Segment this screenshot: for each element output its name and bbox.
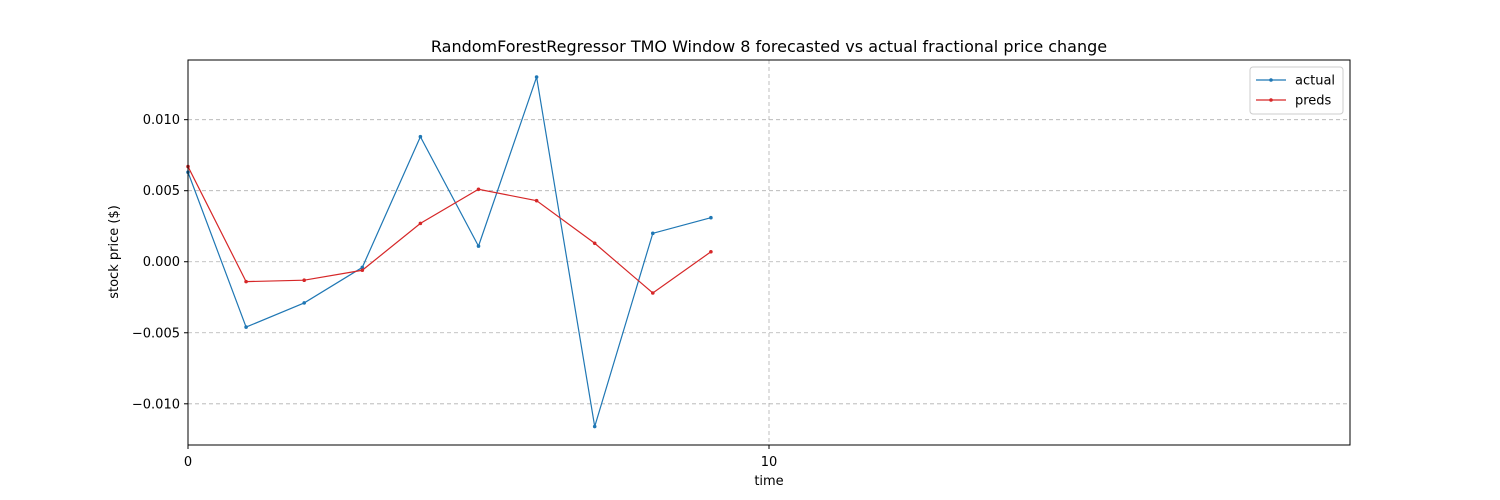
data-point-actual (418, 134, 423, 139)
series-preds (186, 164, 713, 295)
axis-ticks: −0.010 −0.005 0.000 0.005 0.010 0 10 (132, 113, 777, 470)
x-axis-label: time (754, 474, 783, 489)
chart-title: RandomForestRegressor TMO Window 8 forec… (431, 37, 1107, 56)
y-tick-label: 0.005 (143, 184, 180, 199)
data-point-preds (709, 249, 713, 254)
data-point-actual (302, 301, 307, 305)
x-tick-label: 10 (761, 455, 778, 470)
grid-lines (187, 60, 1350, 445)
y-tick-label: 0.010 (143, 113, 180, 128)
data-point-preds (360, 268, 365, 273)
data-point-preds (651, 291, 655, 295)
data-point-actual (476, 244, 481, 248)
legend-label-actual: actual (1295, 74, 1335, 89)
data-point-preds (244, 279, 248, 284)
series-line-preds (187, 166, 712, 294)
y-tick-label: 0.000 (143, 255, 180, 270)
data-point-actual (534, 75, 539, 79)
series-line-actual (187, 76, 712, 427)
legend-marker-actual (1269, 78, 1273, 82)
data-point-actual (709, 215, 713, 220)
legend-box (1249, 66, 1344, 115)
data-point-actual (244, 325, 248, 329)
data-point-actual (360, 265, 365, 270)
data-point-preds (476, 187, 481, 192)
data-point-preds (534, 198, 539, 203)
series-group (186, 75, 713, 429)
x-tick-label: 0 (184, 455, 192, 470)
data-point-preds (302, 278, 307, 283)
legend-marker-preds (1269, 98, 1273, 102)
y-tick-label: −0.010 (132, 397, 180, 412)
legend-label-preds: preds (1295, 94, 1332, 109)
y-axis-label: stock price ($) (107, 205, 122, 299)
data-point-actual (592, 424, 597, 429)
legend: actual preds (1249, 66, 1344, 115)
y-tick-label: −0.005 (132, 326, 180, 341)
data-point-preds (592, 241, 597, 246)
data-point-actual (651, 231, 655, 236)
series-actual (186, 75, 713, 429)
data-point-preds (418, 221, 423, 226)
